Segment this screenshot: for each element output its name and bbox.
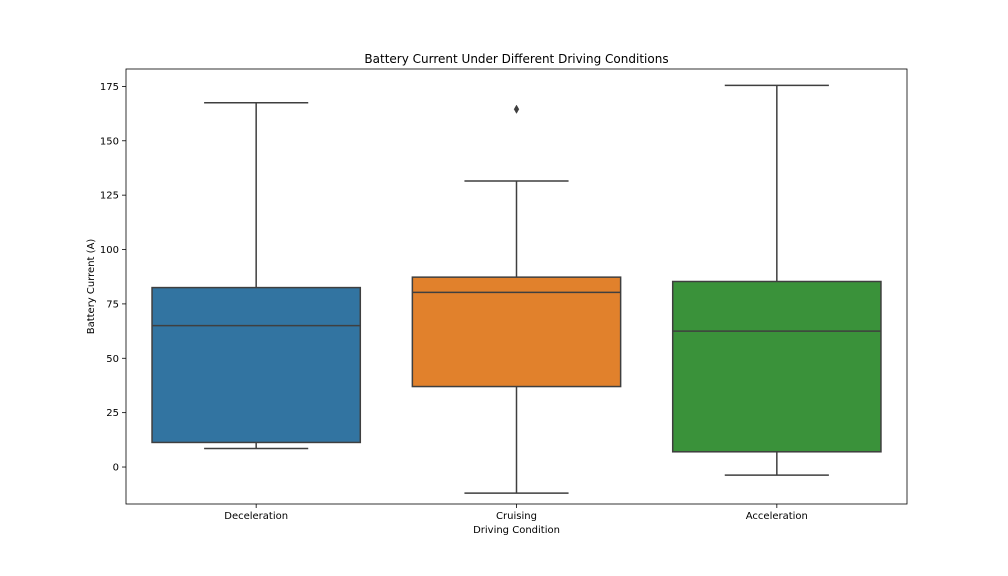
y-axis: 0 25 50 75 100 125 150 175 bbox=[100, 82, 126, 474]
y-tick-label: 25 bbox=[106, 408, 119, 419]
x-tick-label: Acceleration bbox=[746, 511, 808, 522]
y-tick-label: 175 bbox=[100, 82, 119, 93]
box-iqr bbox=[151, 286, 362, 444]
box-group-cruising bbox=[411, 104, 622, 494]
box-iqr bbox=[671, 280, 882, 453]
y-tick-label: 150 bbox=[100, 136, 119, 147]
x-axis: Deceleration Cruising Acceleration bbox=[224, 504, 808, 522]
box-group-deceleration bbox=[151, 101, 362, 450]
boxes-layer bbox=[151, 84, 882, 494]
y-tick-label: 125 bbox=[100, 191, 119, 202]
chart-title: Battery Current Under Different Driving … bbox=[364, 52, 668, 66]
y-tick-label: 0 bbox=[113, 463, 119, 474]
y-axis-label: Battery Current (A) bbox=[86, 239, 97, 335]
box-group-acceleration bbox=[671, 84, 882, 476]
outlier-point bbox=[513, 104, 520, 114]
plot-frame bbox=[125, 68, 908, 505]
y-tick-label: 100 bbox=[100, 245, 119, 256]
y-tick-label: 50 bbox=[106, 354, 119, 365]
x-tick-label: Deceleration bbox=[224, 511, 288, 522]
x-tick-label: Cruising bbox=[496, 511, 537, 522]
x-axis-label: Driving Condition bbox=[473, 525, 560, 536]
y-tick-label: 75 bbox=[106, 299, 119, 310]
box-iqr bbox=[411, 276, 622, 388]
